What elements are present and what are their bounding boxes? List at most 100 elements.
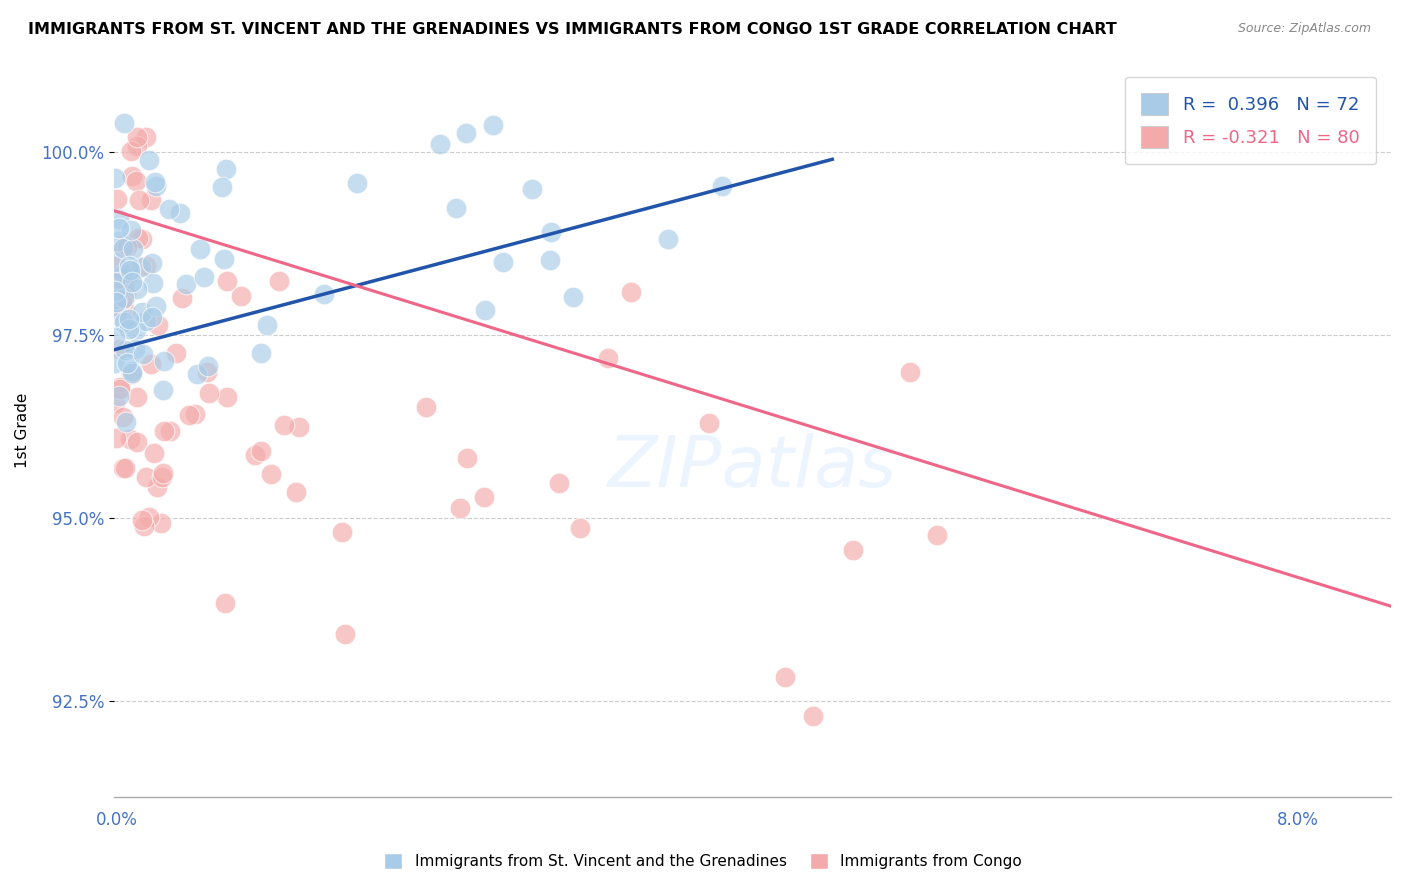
Point bbox=[193, 270, 215, 285]
Point bbox=[107, 309, 129, 323]
Point bbox=[111, 267, 134, 281]
Point bbox=[273, 418, 295, 433]
Point bbox=[128, 194, 150, 208]
Point bbox=[217, 390, 239, 404]
Point bbox=[197, 359, 219, 374]
Point bbox=[145, 179, 167, 194]
Point bbox=[548, 475, 571, 490]
Point bbox=[415, 400, 437, 414]
Point bbox=[120, 223, 142, 237]
Point bbox=[114, 415, 136, 429]
Point bbox=[165, 346, 187, 360]
Point bbox=[711, 178, 734, 193]
Point bbox=[104, 330, 127, 344]
Point bbox=[108, 220, 131, 235]
Legend: R =  0.396   N = 72, R = -0.321   N = 80: R = 0.396 N = 72, R = -0.321 N = 80 bbox=[1125, 77, 1375, 164]
Point bbox=[114, 460, 136, 475]
Point bbox=[214, 596, 236, 610]
Point bbox=[107, 212, 129, 227]
Point bbox=[231, 288, 253, 302]
Point bbox=[121, 275, 143, 289]
Point bbox=[118, 311, 141, 326]
Point bbox=[107, 342, 129, 356]
Point bbox=[104, 255, 127, 269]
Point bbox=[492, 255, 515, 269]
Point bbox=[150, 516, 173, 530]
Point bbox=[198, 386, 221, 401]
Point bbox=[260, 467, 283, 481]
Point bbox=[472, 490, 495, 504]
Y-axis label: 1st Grade: 1st Grade bbox=[15, 392, 30, 468]
Point bbox=[474, 303, 496, 318]
Point bbox=[449, 501, 471, 516]
Point bbox=[346, 176, 368, 190]
Point bbox=[111, 461, 134, 475]
Point bbox=[172, 291, 194, 305]
Point bbox=[112, 241, 135, 255]
Point bbox=[245, 448, 267, 462]
Point bbox=[141, 310, 163, 325]
Point bbox=[125, 282, 148, 296]
Point bbox=[118, 322, 141, 336]
Point bbox=[146, 480, 169, 494]
Point bbox=[138, 153, 160, 167]
Point bbox=[115, 287, 138, 301]
Point bbox=[141, 276, 163, 290]
Text: 8.0%: 8.0% bbox=[1277, 811, 1319, 829]
Point bbox=[250, 444, 273, 458]
Point bbox=[121, 169, 143, 183]
Point bbox=[139, 193, 162, 207]
Point bbox=[118, 432, 141, 446]
Point bbox=[598, 351, 620, 366]
Point bbox=[288, 420, 311, 434]
Point bbox=[127, 435, 149, 450]
Point bbox=[179, 408, 201, 422]
Point bbox=[107, 259, 129, 273]
Point bbox=[134, 519, 156, 533]
Point bbox=[152, 424, 174, 438]
Text: ZIPatlas: ZIPatlas bbox=[607, 433, 897, 501]
Point bbox=[125, 323, 148, 337]
Point bbox=[117, 259, 139, 273]
Point bbox=[127, 139, 149, 153]
Point bbox=[120, 367, 142, 381]
Point bbox=[184, 408, 207, 422]
Point bbox=[112, 291, 135, 305]
Point bbox=[657, 232, 679, 246]
Point bbox=[121, 364, 143, 378]
Point bbox=[118, 263, 141, 277]
Point bbox=[131, 513, 153, 527]
Point bbox=[108, 380, 131, 394]
Point bbox=[135, 313, 157, 327]
Point bbox=[456, 450, 478, 465]
Point bbox=[568, 521, 591, 535]
Point bbox=[267, 274, 290, 288]
Point bbox=[561, 290, 583, 304]
Point bbox=[212, 252, 235, 266]
Point bbox=[444, 201, 467, 215]
Point bbox=[285, 485, 308, 500]
Point bbox=[697, 416, 720, 430]
Point bbox=[188, 242, 211, 256]
Point bbox=[138, 509, 160, 524]
Point bbox=[482, 118, 505, 132]
Point bbox=[215, 161, 238, 176]
Point bbox=[127, 231, 149, 245]
Point bbox=[135, 130, 157, 145]
Point bbox=[105, 292, 128, 306]
Point bbox=[124, 342, 146, 356]
Text: IMMIGRANTS FROM ST. VINCENT AND THE GRENADINES VS IMMIGRANTS FROM CONGO 1ST GRAD: IMMIGRANTS FROM ST. VINCENT AND THE GREN… bbox=[28, 22, 1116, 37]
Point bbox=[105, 274, 128, 288]
Point bbox=[195, 365, 218, 379]
Point bbox=[135, 259, 157, 273]
Point bbox=[114, 315, 136, 329]
Point bbox=[112, 280, 135, 294]
Point bbox=[842, 543, 865, 558]
Point bbox=[145, 299, 167, 313]
Point bbox=[215, 274, 238, 288]
Point bbox=[105, 295, 128, 310]
Point bbox=[429, 136, 451, 151]
Point bbox=[112, 116, 135, 130]
Point bbox=[211, 180, 233, 194]
Point bbox=[456, 126, 478, 140]
